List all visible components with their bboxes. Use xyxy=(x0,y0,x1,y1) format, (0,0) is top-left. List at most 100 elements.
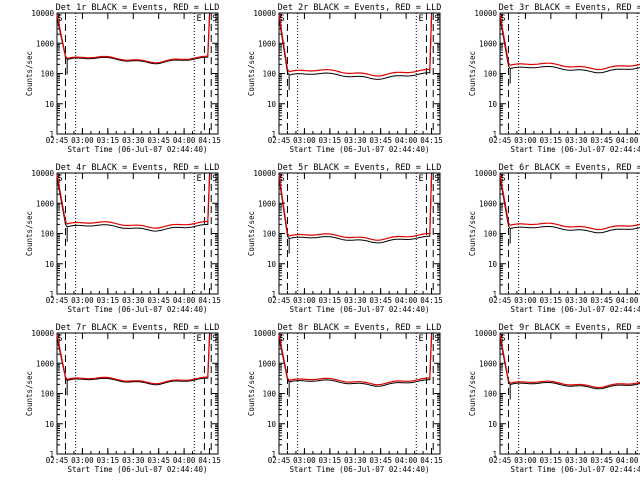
y-tick-label: 10 xyxy=(45,420,55,429)
segment-marker: S xyxy=(279,174,284,184)
y-tick-label: 10000 xyxy=(253,9,276,18)
y-tick-label: 10000 xyxy=(474,329,497,338)
y-tick-label: 1000 xyxy=(36,359,55,368)
y-tick-label: 10 xyxy=(488,420,498,429)
y-axis-label: Counts/sec xyxy=(247,371,256,416)
x-tick-label: 04:15 xyxy=(420,296,443,305)
x-tick-label: 03:00 xyxy=(293,456,316,465)
panel-title: Det 4r BLACK = Events, RED = LLD xyxy=(56,163,220,173)
y-tick-label: 1000 xyxy=(258,199,277,208)
x-tick-label: 04:00 xyxy=(395,456,418,465)
plot-frame xyxy=(499,172,640,295)
x-axis-label: Start Time (06-Jul-07 02:44:40) xyxy=(511,145,640,154)
x-tick-label: 02:45 xyxy=(489,136,512,145)
y-tick-label: 1 xyxy=(49,290,54,299)
segment-marker: S xyxy=(434,14,439,24)
y-tick-label: 1000 xyxy=(36,39,55,48)
x-tick-label: 02:45 xyxy=(46,136,69,145)
x-tick-label: 03:45 xyxy=(147,136,170,145)
x-tick-label: 03:30 xyxy=(565,296,588,305)
detector-panel-7: Det 7r BLACK = Events, RED = LLD 1 10 100 10… xyxy=(25,323,221,474)
segment-marker: S xyxy=(279,334,284,344)
x-tick-label: 03:15 xyxy=(97,296,120,305)
y-tick-label: 1000 xyxy=(479,199,498,208)
y-tick-label: 1 xyxy=(271,130,276,139)
x-tick-label: 03:30 xyxy=(344,136,367,145)
y-tick-label: 10 xyxy=(267,100,277,109)
x-tick-label: 03:15 xyxy=(319,456,342,465)
x-axis-label: Start Time (06-Jul-07 02:44:40) xyxy=(290,465,430,474)
y-tick-label: 1 xyxy=(271,450,276,459)
x-tick-label: 03:30 xyxy=(344,456,367,465)
y-tick-label: 10000 xyxy=(31,329,54,338)
x-tick-label: 04:00 xyxy=(173,456,196,465)
segment-marker: E xyxy=(418,174,423,184)
y-tick-label: 100 xyxy=(40,390,54,399)
y-tick-label: 1000 xyxy=(36,199,55,208)
x-axis-label: Start Time (06-Jul-07 02:44:40) xyxy=(511,305,640,314)
x-axis-label: Start Time (06-Jul-07 02:44:40) xyxy=(68,305,208,314)
series-lld-line xyxy=(499,14,640,71)
y-tick-label: 1000 xyxy=(258,39,277,48)
series-lld-line xyxy=(56,334,211,385)
y-tick-label: 10000 xyxy=(31,169,54,178)
y-axis-label: Counts/sec xyxy=(247,51,256,96)
series-lld-line xyxy=(278,174,433,241)
x-tick-label: 03:00 xyxy=(514,456,537,465)
detector-panel-3: Det 3r BLACK = Events, RED = LLD 1 10 100 10… xyxy=(468,3,640,154)
series-events-line xyxy=(56,337,210,386)
series-events-line xyxy=(56,17,210,65)
y-tick-label: 10000 xyxy=(253,329,276,338)
y-tick-label: 10000 xyxy=(474,169,497,178)
x-tick-label: 02:45 xyxy=(268,456,291,465)
series-events-line xyxy=(278,337,432,387)
x-tick-label: 03:30 xyxy=(122,296,145,305)
series-events-line xyxy=(499,337,640,390)
y-tick-label: 1000 xyxy=(258,359,277,368)
y-tick-label: 10 xyxy=(488,100,498,109)
series-events-line xyxy=(56,177,210,232)
x-tick-label: 04:00 xyxy=(616,136,639,145)
y-tick-label: 100 xyxy=(40,70,54,79)
segment-marker: E xyxy=(196,334,201,344)
x-tick-label: 03:00 xyxy=(514,296,537,305)
y-tick-label: 10 xyxy=(267,260,277,269)
x-tick-label: 04:00 xyxy=(173,296,196,305)
segment-marker: S xyxy=(57,174,62,184)
x-axis-label: Start Time (06-Jul-07 02:44:40) xyxy=(290,305,430,314)
panel-title: Det 2r BLACK = Events, RED = LLD xyxy=(278,3,442,13)
x-tick-label: 03:45 xyxy=(590,136,613,145)
x-tick-label: 03:15 xyxy=(97,136,120,145)
detector-panel-8: Det 8r BLACK = Events, RED = LLD 1 10 100 10… xyxy=(247,323,443,474)
series-lld-line xyxy=(278,14,433,77)
y-tick-label: 100 xyxy=(262,390,276,399)
y-axis-label: Counts/sec xyxy=(468,371,477,416)
x-tick-label: 02:45 xyxy=(489,296,512,305)
x-tick-label: 03:45 xyxy=(369,296,392,305)
detector-panel-5: Det 5r BLACK = Events, RED = LLD 1 10 100 10… xyxy=(247,163,443,314)
x-tick-label: 04:15 xyxy=(420,456,443,465)
series-events-line xyxy=(499,177,640,234)
x-tick-label: 02:45 xyxy=(46,296,69,305)
y-tick-label: 10000 xyxy=(253,169,276,178)
x-tick-label: 03:45 xyxy=(590,456,613,465)
x-tick-label: 03:45 xyxy=(369,136,392,145)
segment-marker: S xyxy=(212,14,217,24)
series-events-line xyxy=(499,17,640,74)
x-tick-label: 03:30 xyxy=(344,296,367,305)
segment-marker: E xyxy=(196,174,201,184)
detector-panel-6: Det 6r BLACK = Events, RED = LLD 1 10 100 10… xyxy=(468,163,640,314)
y-tick-label: 100 xyxy=(262,70,276,79)
y-tick-label: 1 xyxy=(271,290,276,299)
y-tick-label: 10000 xyxy=(31,9,54,18)
x-axis-label: Start Time (06-Jul-07 02:44:40) xyxy=(68,465,208,474)
y-tick-label: 10 xyxy=(267,420,277,429)
x-tick-label: 04:15 xyxy=(198,296,221,305)
segment-marker: S xyxy=(279,14,284,24)
y-tick-label: 100 xyxy=(40,230,54,239)
plot-frame xyxy=(499,332,640,455)
x-tick-label: 04:00 xyxy=(173,136,196,145)
x-tick-label: 04:00 xyxy=(616,296,639,305)
x-tick-label: 02:45 xyxy=(268,136,291,145)
